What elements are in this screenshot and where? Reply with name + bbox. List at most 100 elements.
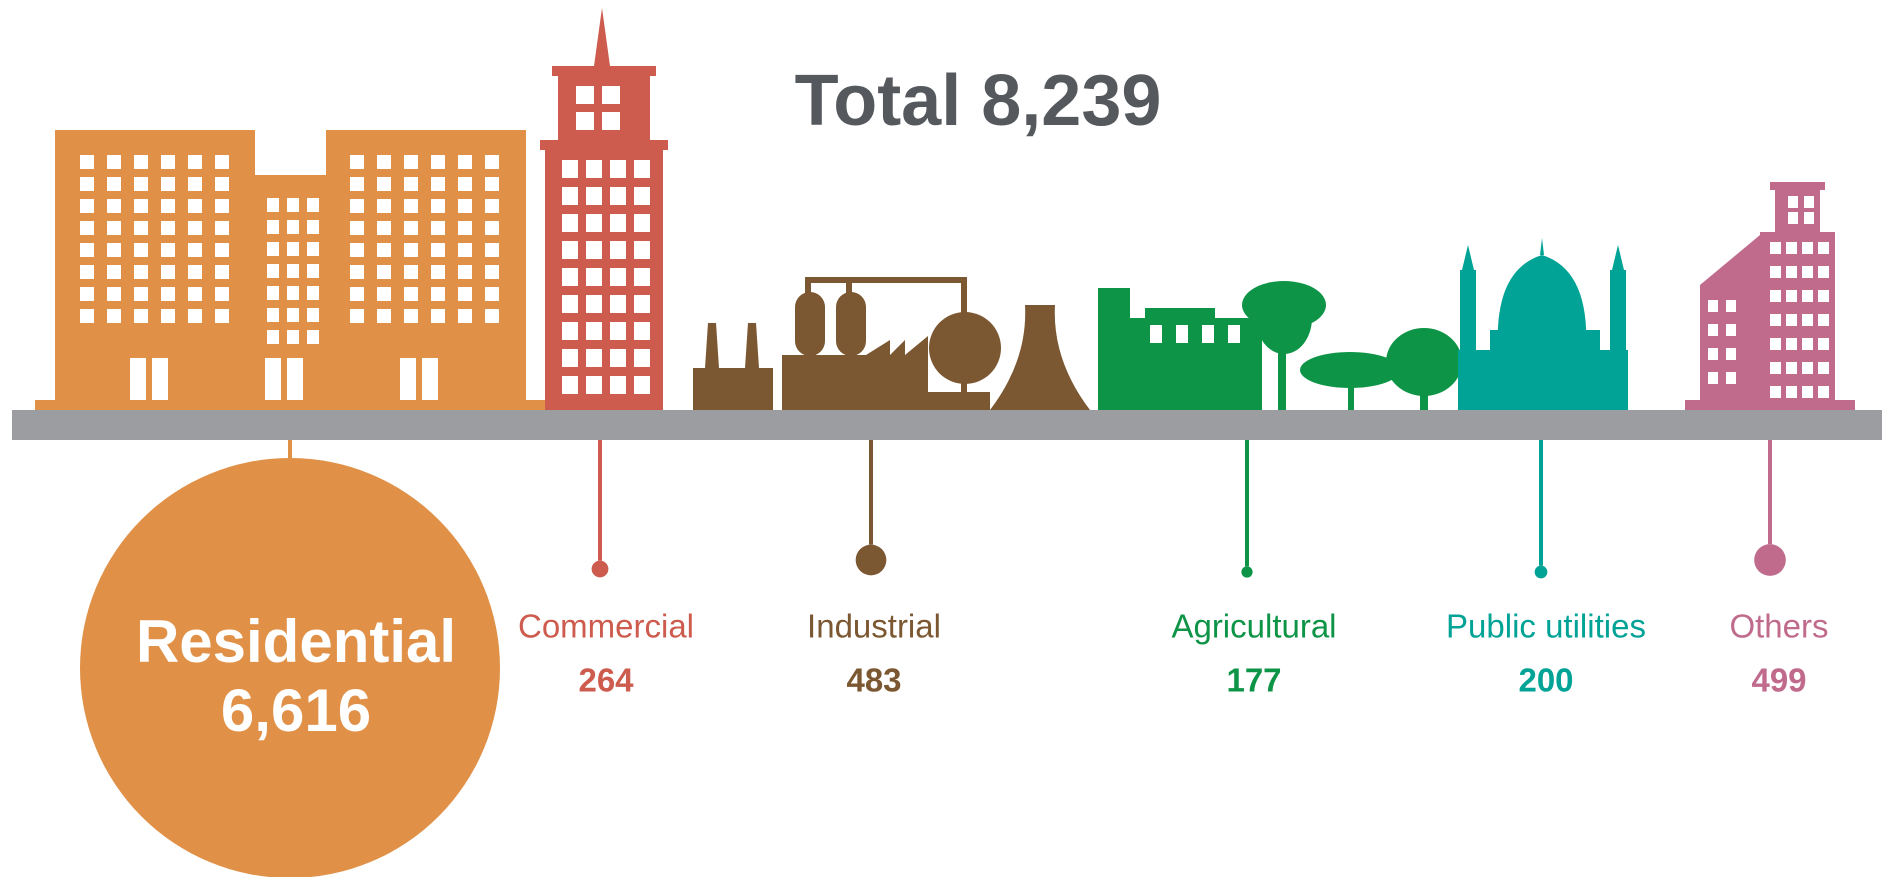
- window: [1818, 290, 1829, 302]
- window: [307, 198, 319, 212]
- window: [1726, 348, 1736, 360]
- window: [307, 286, 319, 300]
- window: [634, 214, 650, 232]
- ground-bar: [12, 410, 1882, 440]
- window: [1804, 212, 1814, 224]
- window: [562, 268, 578, 286]
- bubble: [591, 560, 609, 578]
- window: [215, 221, 229, 235]
- window: [134, 199, 148, 213]
- window: [634, 349, 650, 367]
- window: [1802, 362, 1813, 374]
- window: [377, 221, 391, 235]
- value-label: 200: [1518, 662, 1573, 699]
- window: [1726, 372, 1736, 384]
- window: [1802, 338, 1813, 350]
- window: [350, 177, 364, 191]
- window: [1150, 325, 1162, 343]
- category-label: Industrial: [807, 608, 941, 645]
- window: [485, 177, 499, 191]
- window: [287, 264, 299, 278]
- window: [610, 349, 626, 367]
- window: [431, 199, 445, 213]
- window: [215, 155, 229, 169]
- category-label: Agricultural: [1171, 608, 1336, 645]
- window: [610, 376, 626, 394]
- window: [267, 286, 279, 300]
- window: [404, 177, 418, 191]
- window: [80, 265, 94, 279]
- window: [107, 265, 121, 279]
- window: [1818, 314, 1829, 326]
- window: [562, 187, 578, 205]
- window: [267, 308, 279, 322]
- window: [458, 243, 472, 257]
- window: [1818, 266, 1829, 278]
- window: [350, 309, 364, 323]
- bubble: [1241, 566, 1253, 578]
- window: [1770, 314, 1781, 326]
- window: [610, 322, 626, 340]
- window: [610, 214, 626, 232]
- window: [80, 287, 94, 301]
- window: [1770, 362, 1781, 374]
- bubble: [1754, 544, 1786, 576]
- window: [1770, 290, 1781, 302]
- window: [1708, 324, 1718, 336]
- value-label: 499: [1751, 662, 1806, 699]
- window: [1770, 242, 1781, 254]
- window: [161, 243, 175, 257]
- window: [80, 155, 94, 169]
- window: [107, 309, 121, 323]
- window: [1786, 290, 1797, 302]
- window: [562, 214, 578, 232]
- window: [307, 264, 319, 278]
- window: [634, 187, 650, 205]
- window: [377, 287, 391, 301]
- window: [422, 358, 438, 400]
- factory: [693, 277, 1090, 410]
- window: [287, 198, 299, 212]
- window: [458, 265, 472, 279]
- window: [267, 330, 279, 344]
- window: [602, 86, 620, 104]
- window: [576, 112, 594, 130]
- window: [134, 265, 148, 279]
- window: [404, 243, 418, 257]
- window: [485, 243, 499, 257]
- window: [1726, 300, 1736, 312]
- window: [161, 265, 175, 279]
- window: [431, 287, 445, 301]
- window: [1804, 196, 1814, 208]
- window: [1802, 242, 1813, 254]
- window: [431, 265, 445, 279]
- window: [634, 376, 650, 394]
- category-label: Public utilities: [1446, 608, 1646, 645]
- window: [634, 241, 650, 259]
- value-label: 177: [1226, 662, 1281, 699]
- window: [458, 155, 472, 169]
- window: [107, 177, 121, 191]
- window: [1770, 386, 1781, 398]
- window: [350, 265, 364, 279]
- window: [1770, 338, 1781, 350]
- window: [107, 199, 121, 213]
- window: [1708, 348, 1718, 360]
- window: [215, 287, 229, 301]
- window: [431, 243, 445, 257]
- window: [265, 358, 281, 400]
- window: [161, 287, 175, 301]
- window: [377, 265, 391, 279]
- farm: [1098, 281, 1462, 410]
- window: [80, 221, 94, 235]
- window: [152, 358, 168, 400]
- window: [267, 220, 279, 234]
- window: [404, 287, 418, 301]
- window: [134, 287, 148, 301]
- window: [576, 86, 594, 104]
- chart-title: Total 8,239: [795, 61, 1162, 141]
- window: [287, 330, 299, 344]
- window: [377, 243, 391, 257]
- window: [634, 295, 650, 313]
- window: [562, 241, 578, 259]
